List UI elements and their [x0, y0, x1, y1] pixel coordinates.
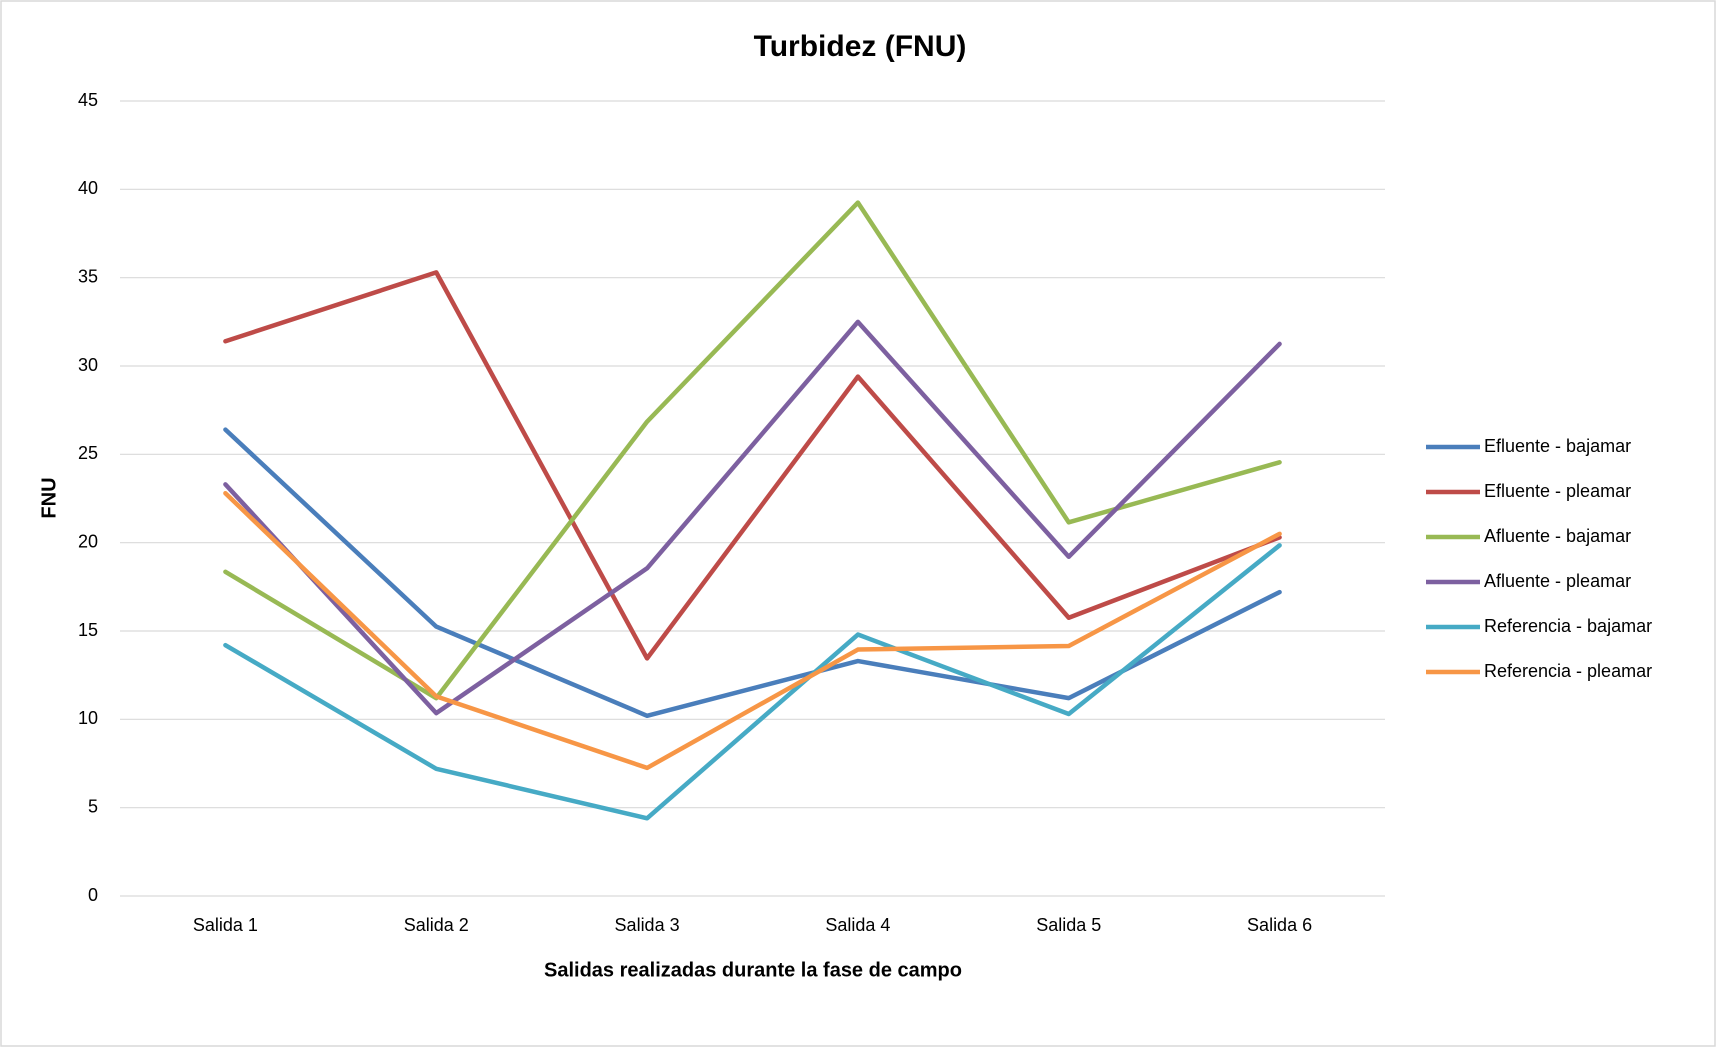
y-tick-label: 15: [78, 620, 98, 640]
y-tick-label: 20: [78, 531, 98, 551]
y-tick-label: 45: [78, 90, 98, 110]
chart-title: Turbidez (FNU): [754, 30, 967, 63]
y-tick-label: 30: [78, 355, 98, 375]
x-tick-label: Salida 5: [1036, 915, 1101, 935]
x-axis-label: Salidas realizadas durante la fase de ca…: [544, 959, 962, 981]
series-line: [223, 543, 1282, 821]
legend-label: Afluente - bajamar: [1484, 526, 1631, 546]
y-axis-label: FNU: [38, 477, 60, 518]
x-tick-label: Salida 6: [1247, 915, 1312, 935]
y-tick-label: 5: [88, 796, 98, 816]
legend-label: Efluente - pleamar: [1484, 481, 1631, 501]
x-tick-label: Salida 4: [825, 915, 890, 935]
legend-label: Referencia - bajamar: [1484, 616, 1652, 636]
series-line: [223, 427, 1282, 719]
y-tick-label: 25: [78, 443, 98, 463]
y-tick-label: 35: [78, 266, 98, 286]
y-tick-label: 10: [78, 708, 98, 728]
series-line: [223, 319, 1282, 716]
series-line: [223, 270, 1282, 661]
x-tick-label: Salida 1: [193, 915, 258, 935]
legend-label: Efluente - bajamar: [1484, 436, 1631, 456]
x-tick-label: Salida 2: [404, 915, 469, 935]
series-line: [223, 490, 1282, 771]
legend-label: Afluente - pleamar: [1484, 571, 1631, 591]
x-tick-label: Salida 3: [615, 915, 680, 935]
y-tick-label: 40: [78, 178, 98, 198]
y-tick-label: 0: [88, 885, 98, 905]
legend-label: Referencia - pleamar: [1484, 661, 1652, 681]
